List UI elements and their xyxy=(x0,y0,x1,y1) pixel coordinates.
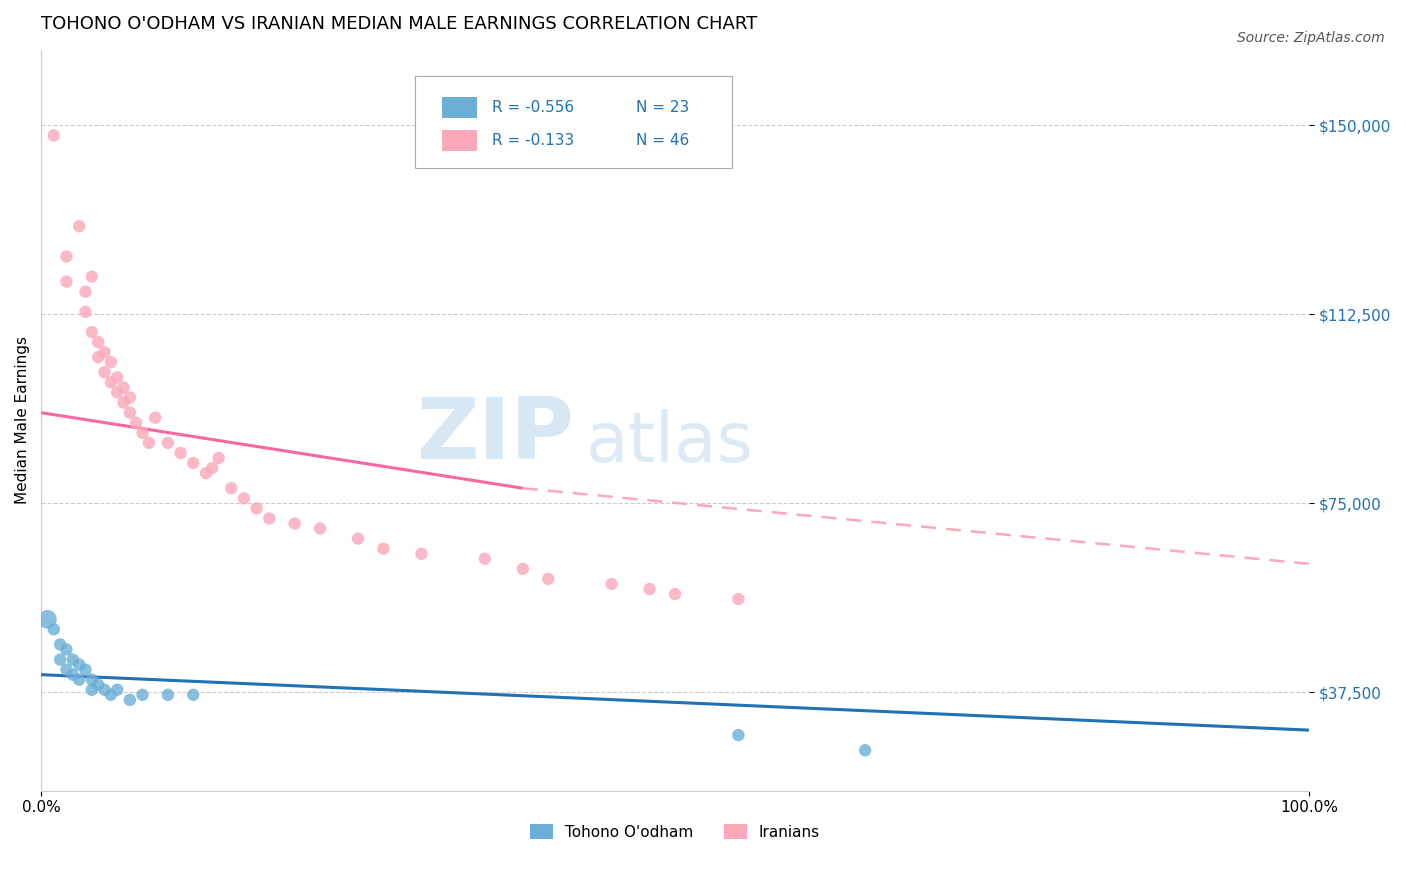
Point xyxy=(55,663,77,677)
Point xyxy=(156,436,179,450)
Point xyxy=(49,652,72,666)
Point xyxy=(411,547,433,561)
Point xyxy=(207,450,229,465)
Point xyxy=(67,219,90,234)
Text: N = 23: N = 23 xyxy=(636,100,689,115)
Text: Source: ZipAtlas.com: Source: ZipAtlas.com xyxy=(1237,31,1385,45)
Point xyxy=(125,416,148,430)
Point xyxy=(80,682,103,697)
Point xyxy=(373,541,395,556)
Point xyxy=(309,522,332,536)
Point xyxy=(512,562,534,576)
Point xyxy=(93,365,115,379)
Point xyxy=(118,391,141,405)
Point xyxy=(474,551,496,566)
Point xyxy=(80,325,103,339)
Legend: Tohono O'odham, Iranians: Tohono O'odham, Iranians xyxy=(524,818,827,846)
Text: N = 46: N = 46 xyxy=(636,133,689,148)
Text: TOHONO O'ODHAM VS IRANIAN MEDIAN MALE EARNINGS CORRELATION CHART: TOHONO O'ODHAM VS IRANIAN MEDIAN MALE EA… xyxy=(41,15,758,33)
Point xyxy=(93,682,115,697)
Point xyxy=(131,425,153,440)
Point xyxy=(100,355,122,369)
Point xyxy=(67,657,90,672)
Point xyxy=(49,637,72,651)
Point xyxy=(727,728,749,742)
Point xyxy=(347,532,370,546)
Bar xyxy=(441,97,477,118)
Point xyxy=(138,436,160,450)
Point xyxy=(37,612,59,626)
Text: atlas: atlas xyxy=(586,409,754,476)
Point xyxy=(664,587,686,601)
Point xyxy=(181,456,204,470)
Point xyxy=(75,663,97,677)
Point xyxy=(80,269,103,284)
Point xyxy=(156,688,179,702)
Point xyxy=(105,385,128,400)
Text: ZIP: ZIP xyxy=(416,393,574,476)
Point xyxy=(246,501,269,516)
Point xyxy=(80,673,103,687)
Point xyxy=(143,410,166,425)
Point xyxy=(67,673,90,687)
Point xyxy=(233,491,256,506)
Point xyxy=(105,370,128,384)
Point xyxy=(118,693,141,707)
Point xyxy=(42,623,65,637)
Point xyxy=(727,592,749,607)
Point xyxy=(219,481,242,495)
FancyBboxPatch shape xyxy=(415,76,733,169)
Point xyxy=(105,682,128,697)
Point xyxy=(259,511,281,525)
Point xyxy=(55,249,77,263)
Point xyxy=(131,688,153,702)
Point xyxy=(201,461,224,475)
Point xyxy=(55,642,77,657)
Point xyxy=(42,128,65,143)
Point xyxy=(87,350,110,364)
Y-axis label: Median Male Earnings: Median Male Earnings xyxy=(15,336,30,504)
Point xyxy=(87,678,110,692)
Point xyxy=(62,652,84,666)
Bar xyxy=(441,130,477,151)
Point xyxy=(100,376,122,390)
Point xyxy=(112,395,135,409)
Point xyxy=(100,688,122,702)
Point xyxy=(112,380,135,394)
Point xyxy=(75,305,97,319)
Point xyxy=(853,743,876,757)
Point xyxy=(600,577,623,591)
Point xyxy=(194,466,217,480)
Point xyxy=(181,688,204,702)
Point xyxy=(638,582,661,596)
Point xyxy=(62,667,84,681)
Text: R = -0.133: R = -0.133 xyxy=(492,133,575,148)
Point xyxy=(284,516,307,531)
Point xyxy=(87,335,110,350)
Point xyxy=(118,406,141,420)
Point xyxy=(93,345,115,359)
Text: R = -0.556: R = -0.556 xyxy=(492,100,575,115)
Point xyxy=(169,446,191,460)
Point xyxy=(537,572,560,586)
Point xyxy=(55,275,77,289)
Point xyxy=(75,285,97,299)
